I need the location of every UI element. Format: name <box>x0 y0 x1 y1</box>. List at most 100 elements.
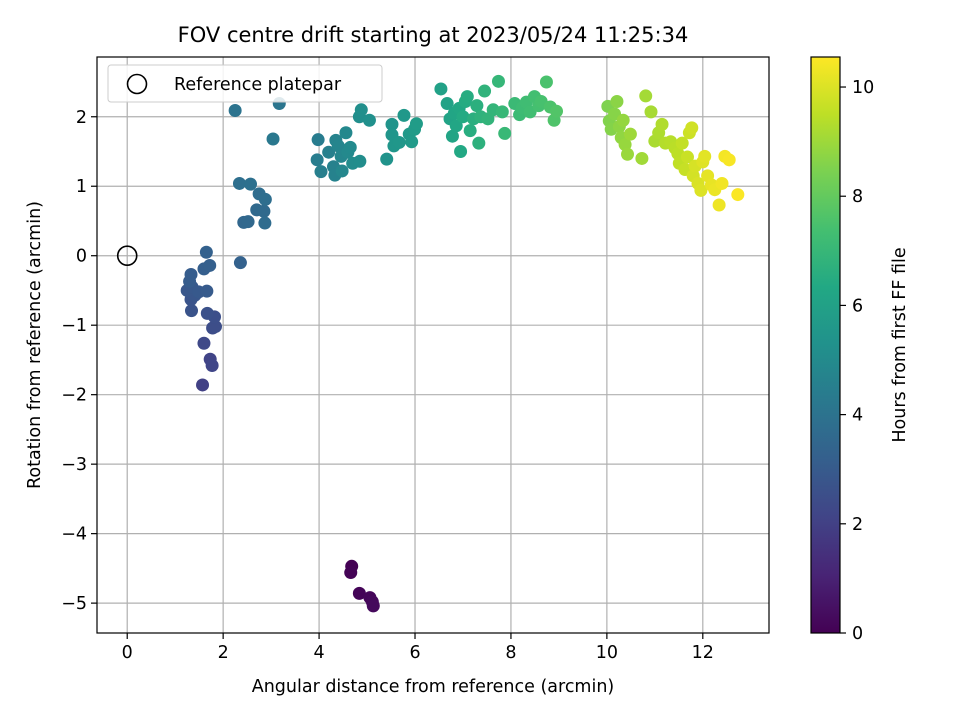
data-point <box>685 121 699 135</box>
x-tick-label: 12 <box>692 643 714 663</box>
x-tick-label: 4 <box>314 643 325 663</box>
data-point <box>454 144 468 158</box>
data-point <box>258 192 272 206</box>
reference-marker <box>116 245 138 267</box>
plot-frame <box>96 56 770 634</box>
data-point <box>440 97 454 111</box>
data-point <box>610 94 624 108</box>
data-point <box>731 188 745 202</box>
data-point <box>409 117 423 131</box>
data-point <box>353 154 367 168</box>
data-point <box>405 135 419 149</box>
data-point <box>366 599 380 613</box>
data-point <box>228 104 242 118</box>
data-point <box>456 110 470 124</box>
data-point <box>232 176 246 190</box>
data-point <box>205 358 219 372</box>
y-tick-label: −2 <box>61 386 87 406</box>
data-point <box>712 198 726 212</box>
data-point <box>203 258 217 272</box>
legend-marker <box>126 73 148 95</box>
data-point <box>200 306 214 320</box>
x-tick-label: 8 <box>505 643 516 663</box>
data-point <box>233 256 247 270</box>
data-point <box>472 136 486 150</box>
colorbar-ticks: 0 2 4 6 8 10 <box>840 78 874 644</box>
x-tick-label: 0 <box>122 643 133 663</box>
data-point <box>199 245 213 259</box>
data-point <box>362 113 376 127</box>
colorbar: 0 2 4 6 8 10 Hours from first FF file <box>810 56 910 644</box>
data-point <box>311 133 325 147</box>
data-point <box>197 336 211 350</box>
y-tick-label: −3 <box>61 455 87 475</box>
data-point <box>354 103 368 117</box>
chart-title: FOV centre drift starting at 2023/05/24 … <box>178 23 689 47</box>
y-tick-label: −1 <box>61 316 87 336</box>
x-tick-label: 2 <box>218 643 229 663</box>
data-point <box>449 119 463 133</box>
data-point <box>635 151 649 165</box>
data-point <box>463 124 477 138</box>
data-point <box>470 99 484 113</box>
y-tick-label: −5 <box>61 594 87 614</box>
y-axis-label: Rotation from reference (arcmin) <box>25 201 45 489</box>
data-point <box>698 149 712 163</box>
data-point <box>655 117 669 131</box>
colorbar-tick-label: 6 <box>852 296 863 316</box>
data-point <box>397 108 411 122</box>
y-tick-label: 2 <box>76 108 87 128</box>
colorbar-tick-label: 4 <box>852 406 863 426</box>
data-point <box>694 183 708 197</box>
data-point <box>445 129 459 143</box>
legend: Reference platepar <box>107 64 383 103</box>
data-point <box>241 215 255 229</box>
data-point <box>243 177 257 191</box>
data-point <box>680 150 694 164</box>
legend-box <box>107 64 383 103</box>
y-tick-label: 1 <box>76 177 87 197</box>
data-point <box>314 165 328 179</box>
data-point <box>715 176 729 190</box>
data-point <box>310 153 324 167</box>
colorbar-label: Hours from first FF file <box>890 247 910 442</box>
data-point <box>266 132 280 146</box>
x-axis-label: Angular distance from reference (arcmin) <box>252 677 615 697</box>
data-points <box>180 74 745 613</box>
x-axis-ticks: 0 2 4 6 8 10 12 <box>122 633 714 663</box>
data-point <box>639 89 653 103</box>
data-point <box>498 126 512 140</box>
colorbar-tick-label: 2 <box>852 515 863 535</box>
data-point <box>675 136 689 150</box>
data-point <box>257 204 271 218</box>
data-point <box>460 90 474 104</box>
data-point <box>322 145 336 159</box>
data-point <box>539 75 553 89</box>
data-point <box>618 138 632 152</box>
data-point <box>184 304 198 318</box>
data-point <box>380 152 394 166</box>
colorbar-tick-label: 0 <box>852 624 863 644</box>
data-point <box>335 164 349 178</box>
data-point <box>623 127 637 141</box>
colorbar-gradient <box>810 56 841 634</box>
x-tick-label: 6 <box>409 643 420 663</box>
data-point <box>392 135 406 149</box>
x-tick-label: 10 <box>596 643 618 663</box>
data-point <box>644 105 658 119</box>
colorbar-tick-label: 10 <box>852 78 874 98</box>
legend-entry: Reference platepar <box>174 75 342 95</box>
data-point <box>491 74 505 88</box>
data-point <box>339 126 353 140</box>
data-point <box>550 104 564 118</box>
data-point <box>344 566 358 580</box>
data-point <box>258 216 272 230</box>
data-point <box>331 139 345 153</box>
data-point <box>616 113 630 127</box>
data-point <box>495 105 509 119</box>
data-point <box>478 84 492 98</box>
data-point <box>722 153 736 167</box>
data-point <box>184 267 198 281</box>
data-point <box>385 117 399 131</box>
